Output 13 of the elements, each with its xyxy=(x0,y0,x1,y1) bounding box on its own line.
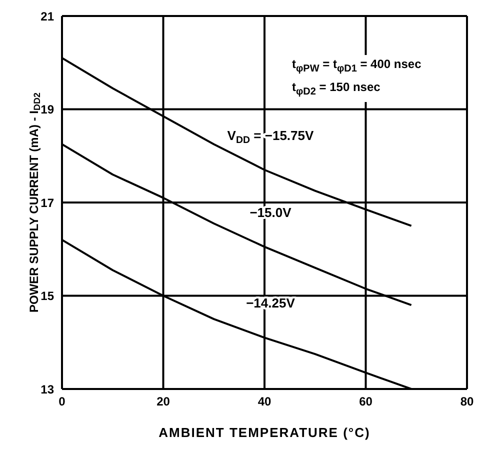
x-axis-title: AMBIENT TEMPERATURE (°C) xyxy=(158,425,370,440)
y-tick-label: 15 xyxy=(40,289,54,304)
annotation: t$_{φPW}$ = t$_{φD1}$ = 400 nsec xyxy=(290,55,424,78)
annotation: t$_{φD2}$ = 150 nsec xyxy=(290,78,382,102)
y-tick-label: 19 xyxy=(40,102,54,117)
x-tick-label: 40 xyxy=(258,394,272,409)
x-tick-label: 0 xyxy=(58,394,66,409)
y-tick-label: 21 xyxy=(40,9,54,24)
y-tick-label: 13 xyxy=(40,382,54,396)
x-tick-label: 80 xyxy=(460,394,474,409)
x-tick-label: 20 xyxy=(156,394,170,409)
x-tick-label: 60 xyxy=(359,394,373,409)
y-tick-label: 17 xyxy=(40,196,54,210)
